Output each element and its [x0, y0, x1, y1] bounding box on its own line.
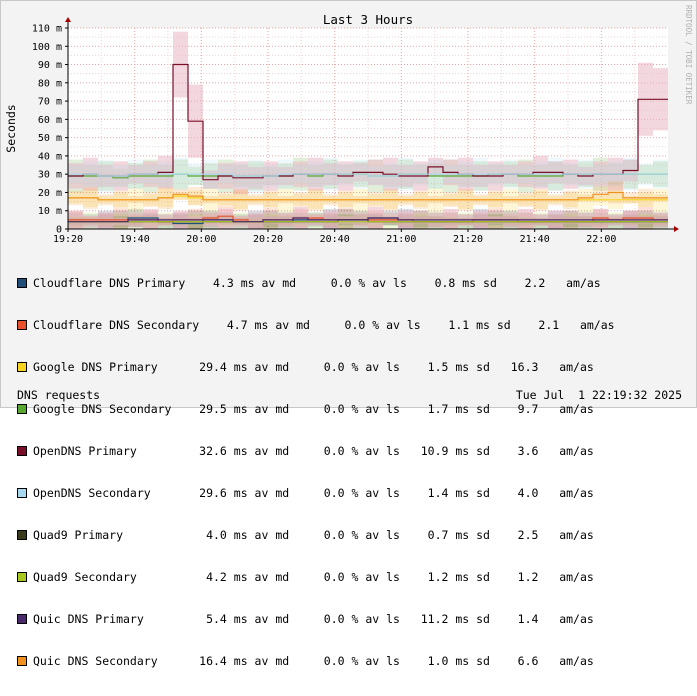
- x-tick-label: 22:00: [586, 234, 616, 245]
- legend-label: Quic DNS Primary 5.4 ms av md 0.0 % av l…: [33, 612, 594, 626]
- x-tick-label: 21:40: [520, 234, 550, 245]
- y-tick-label: 20 m: [38, 188, 62, 199]
- legend-swatch: [17, 656, 27, 666]
- legend-label: Cloudflare DNS Primary 4.3 ms av md 0.0 …: [33, 276, 601, 290]
- y-tick-label: 60 m: [38, 115, 62, 126]
- legend-label: Cloudflare DNS Secondary 4.7 ms av md 0.…: [33, 318, 615, 332]
- series-band: [143, 208, 158, 229]
- x-tick-label: 20:00: [186, 234, 216, 245]
- series-band: [443, 208, 458, 229]
- legend-swatch: [17, 572, 27, 582]
- x-tick-label: 20:20: [253, 234, 283, 245]
- legend-row: OpenDNS Primary 32.6 ms av md 0.0 % av l…: [17, 444, 615, 458]
- y-axis-arrow: [65, 17, 71, 22]
- legend: Cloudflare DNS Primary 4.3 ms av md 0.0 …: [17, 248, 615, 696]
- y-tick-label: 90 m: [38, 60, 62, 71]
- series-band: [248, 212, 263, 229]
- legend-label: OpenDNS Primary 32.6 ms av md 0.0 % av l…: [33, 444, 594, 458]
- y-axis-label: Seconds: [4, 104, 18, 152]
- legend-row: Google DNS Secondary 29.5 ms av md 0.0 %…: [17, 402, 615, 416]
- legend-row: Quic DNS Secondary 16.4 ms av md 0.0 % a…: [17, 654, 615, 668]
- legend-swatch: [17, 446, 27, 456]
- chart-plot: 0 10 m 20 m 30 m 40 m 50 m 60 m 70 m 80 m 90 m 100…: [4, 5, 693, 245]
- side-label: RRDTOOL / TOBI OETIKER: [684, 5, 693, 105]
- y-tick-label: 80 m: [38, 78, 62, 89]
- legend-swatch: [17, 488, 27, 498]
- legend-swatch: [17, 530, 27, 540]
- series-band: [218, 208, 233, 229]
- series-line: [68, 191, 668, 201]
- legend-row: OpenDNS Secondary 29.6 ms av md 0.0 % av…: [17, 486, 615, 500]
- footer-description: DNS requests: [17, 388, 101, 402]
- legend-swatch: [17, 362, 27, 372]
- legend-swatch: [17, 614, 27, 624]
- y-tick-label: 0: [56, 225, 62, 236]
- series-line: [68, 173, 668, 177]
- legend-row: Cloudflare DNS Primary 4.3 ms av md 0.0 …: [17, 276, 615, 290]
- y-tick-label: 40 m: [38, 151, 62, 162]
- legend-row: Cloudflare DNS Secondary 4.7 ms av md 0.…: [17, 318, 615, 332]
- chart-frame: 0 10 m 20 m 30 m 40 m 50 m 60 m 70 m 80 m 90 m 100…: [0, 0, 697, 668]
- legend-row: Quad9 Primary 4.0 ms av md 0.0 % av ls 0…: [17, 528, 615, 542]
- series-band: [518, 208, 533, 229]
- series-line: [68, 217, 668, 223]
- legend-swatch: [17, 320, 27, 330]
- legend-label: Quad9 Secondary 4.2 ms av md 0.0 % av ls…: [33, 570, 594, 584]
- x-tick-label: 19:20: [53, 234, 83, 245]
- legend-label: Quad9 Primary 4.0 ms av md 0.0 % av ls 0…: [33, 528, 594, 542]
- footer-timestamp: Tue Jul 1 22:19:32 2025: [515, 388, 682, 402]
- x-tick-label: 20:40: [320, 234, 350, 245]
- x-axis-arrow: [674, 226, 679, 232]
- series-band: [98, 212, 113, 229]
- chart-title: Last 3 Hours: [323, 12, 413, 27]
- legend-swatch: [17, 404, 27, 414]
- x-tick-label: 21:00: [386, 234, 416, 245]
- legend-label: Google DNS Primary 29.4 ms av md 0.0 % a…: [33, 360, 594, 374]
- y-tick-label: 10 m: [38, 206, 62, 217]
- legend-row: Quad9 Secondary 4.2 ms av md 0.0 % av ls…: [17, 570, 615, 584]
- legend-label: Quic DNS Secondary 16.4 ms av md 0.0 % a…: [33, 654, 594, 668]
- legend-row: Google DNS Primary 29.4 ms av md 0.0 % a…: [17, 360, 615, 374]
- legend-label: Google DNS Secondary 29.5 ms av md 0.0 %…: [33, 402, 594, 416]
- legend-swatch: [17, 278, 27, 288]
- x-tick-label: 21:20: [453, 234, 483, 245]
- y-tick-label: 30 m: [38, 170, 62, 181]
- y-tick-label: 110 m: [32, 24, 62, 35]
- y-tick-label: 100 m: [32, 42, 62, 53]
- legend-label: OpenDNS Secondary 29.6 ms av md 0.0 % av…: [33, 486, 594, 500]
- legend-row: Quic DNS Primary 5.4 ms av md 0.0 % av l…: [17, 612, 615, 626]
- y-tick-label: 70 m: [38, 97, 62, 108]
- y-tick-label: 50 m: [38, 133, 62, 144]
- x-tick-label: 19:40: [120, 234, 150, 245]
- series-band: [593, 208, 608, 229]
